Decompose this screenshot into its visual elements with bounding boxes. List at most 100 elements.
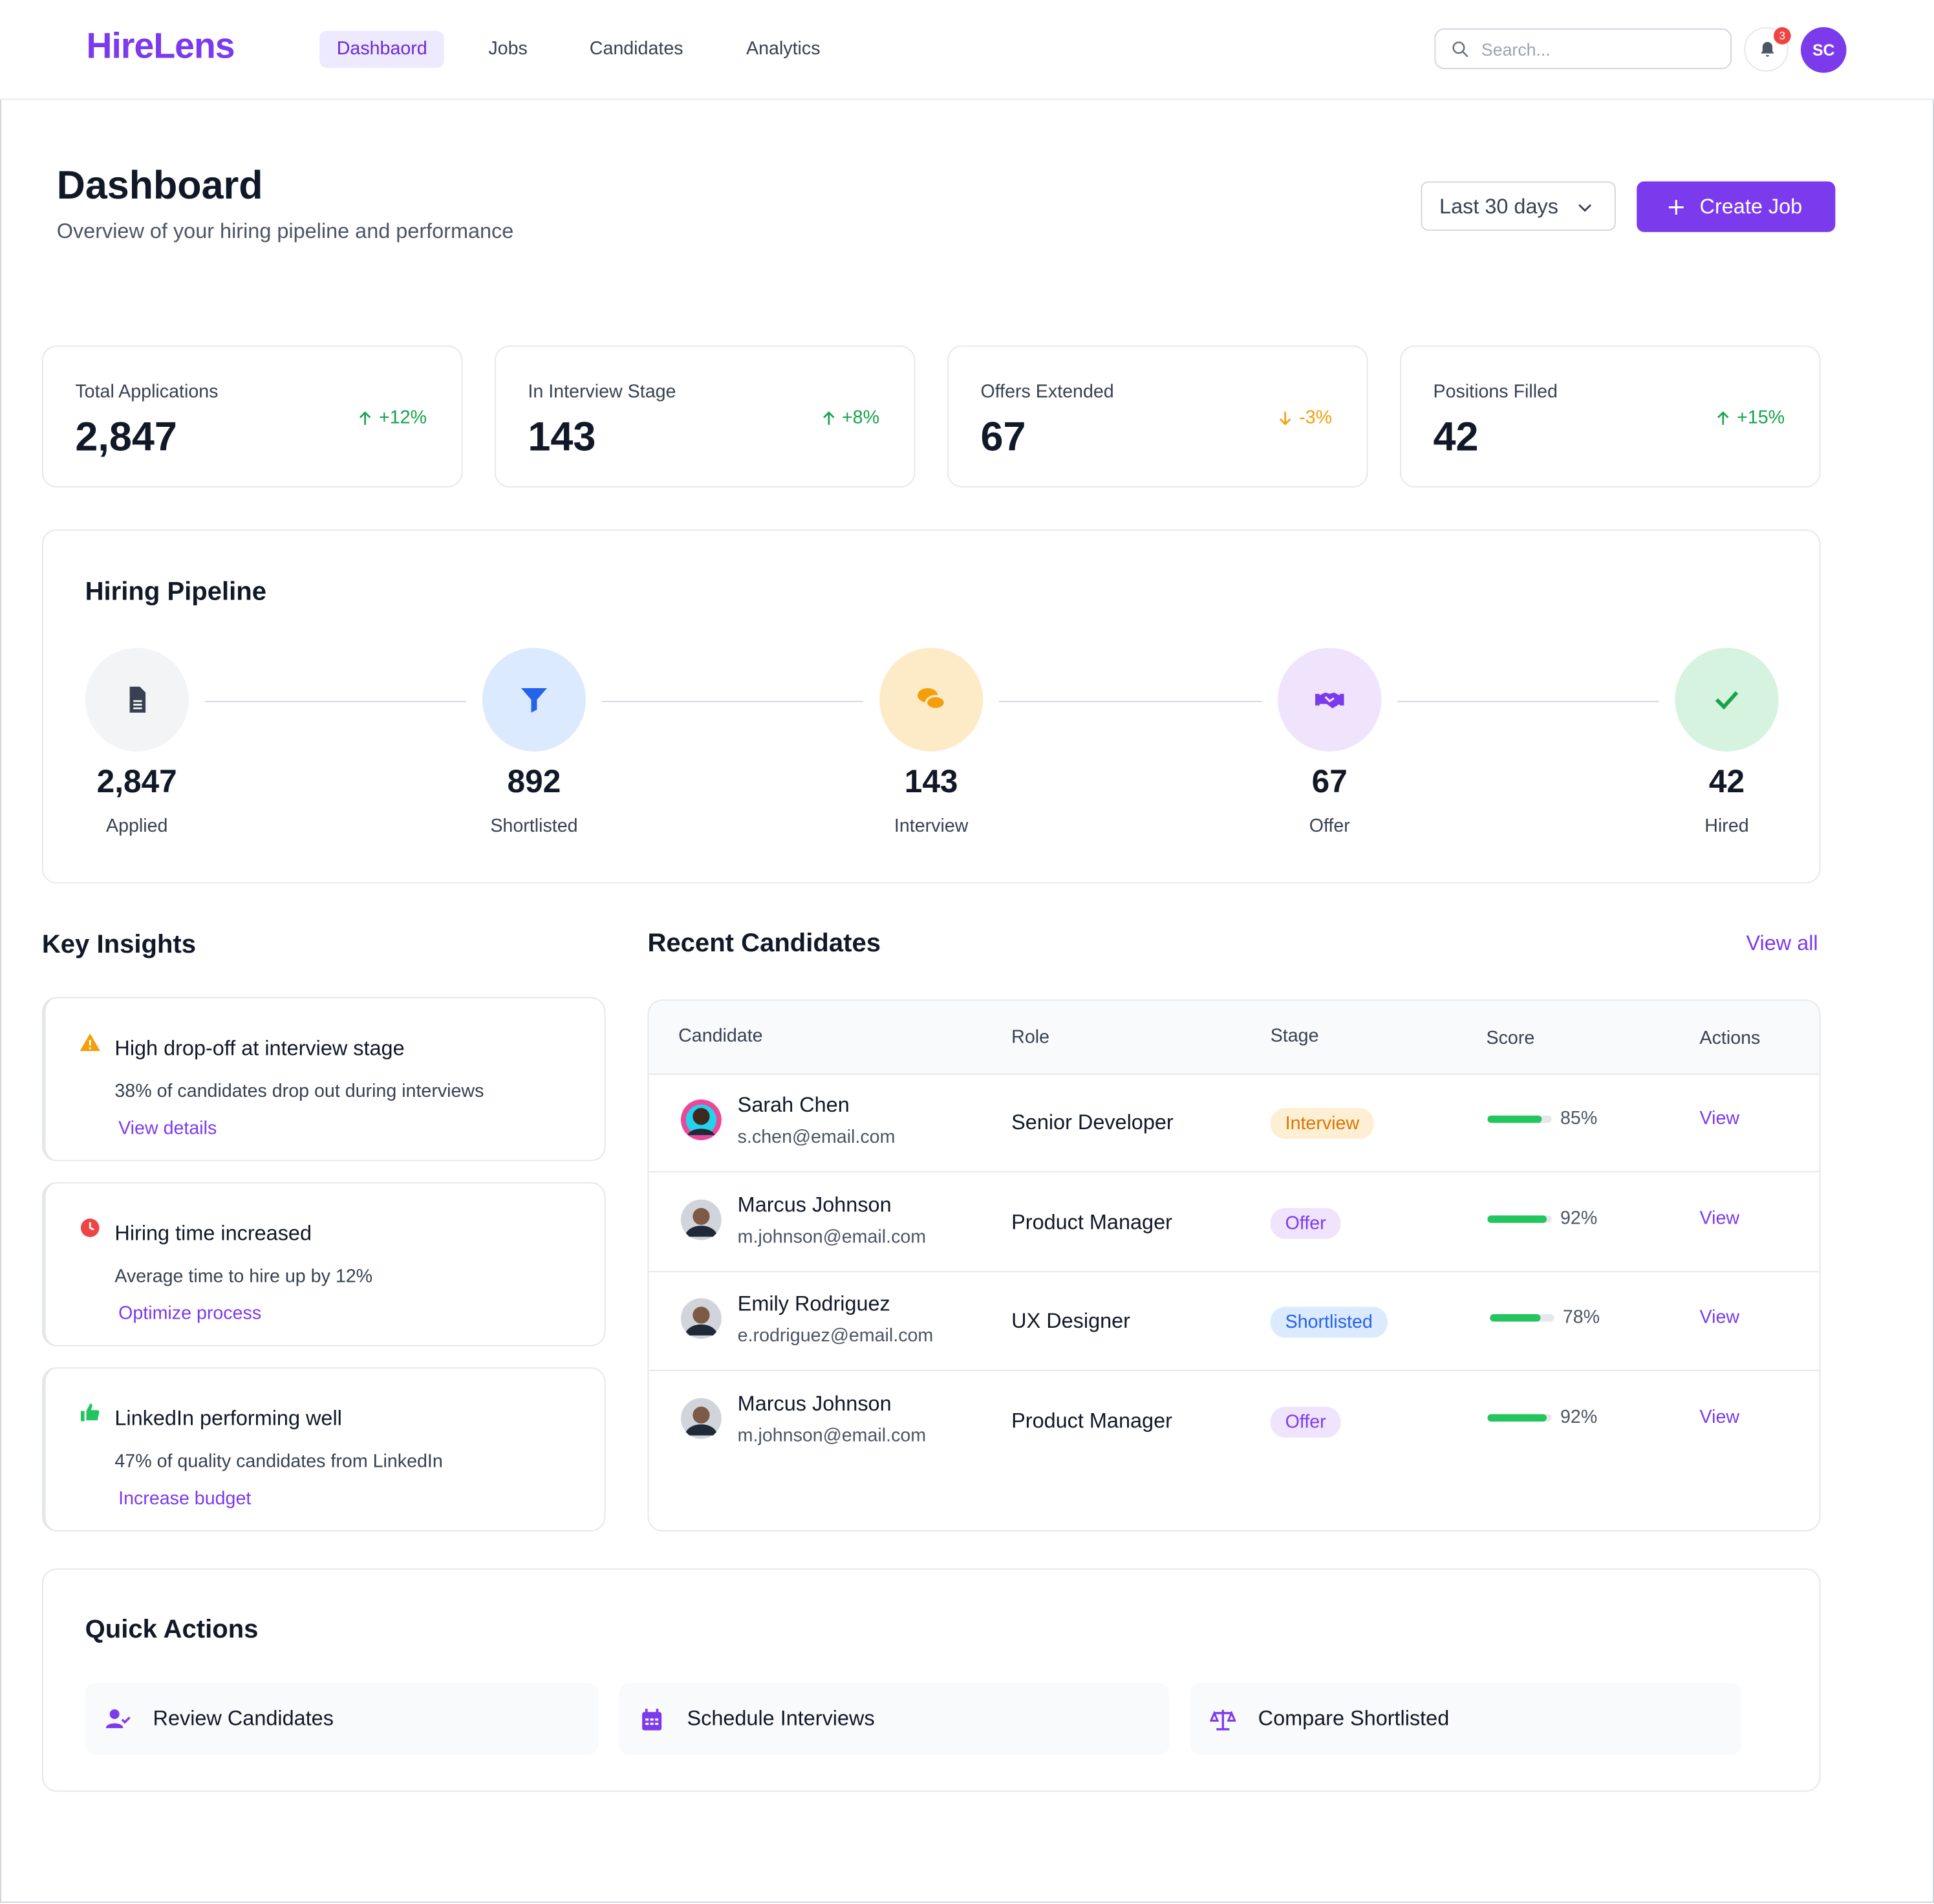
stat-value: 67 xyxy=(980,413,1026,459)
view-link[interactable]: View xyxy=(1699,1108,1740,1129)
column-header: Stage xyxy=(1270,1025,1319,1046)
stage-label: Interview xyxy=(894,816,969,837)
candidate-role: Product Manager xyxy=(1011,1209,1172,1234)
page-border xyxy=(0,98,1934,1903)
notification-button[interactable]: 3 xyxy=(1744,27,1791,72)
view-all-link[interactable]: View all xyxy=(1746,931,1818,955)
stage-value: 892 xyxy=(507,763,561,800)
stage-glyph xyxy=(120,682,154,717)
chevron-icon xyxy=(1575,197,1595,217)
date-range-select[interactable]: Last 30 days xyxy=(1421,181,1616,231)
bell-icon xyxy=(1757,39,1778,60)
candidate-name: Emily Rodriguez xyxy=(737,1292,890,1315)
stat-card: Total Applications 2,847 +12% xyxy=(41,345,463,488)
score-track xyxy=(1490,1314,1554,1322)
stat-label: Total Applications xyxy=(75,381,219,403)
stat-change: +8% xyxy=(820,407,879,428)
quick-action-label: Compare Shortlisted xyxy=(1258,1706,1450,1731)
score-bar xyxy=(1487,1413,1547,1422)
stat-change: -3% xyxy=(1277,407,1332,428)
nav-link[interactable]: Dashbaord xyxy=(319,30,445,68)
score-label: 92% xyxy=(1560,1406,1598,1427)
stat-change-text: -3% xyxy=(1299,407,1333,429)
column-header: Score xyxy=(1486,1028,1535,1049)
search-icon xyxy=(1450,39,1470,60)
stage-icon xyxy=(1278,647,1382,752)
quick-actions-title: Quick Actions xyxy=(85,1615,259,1644)
trend-icon xyxy=(1277,409,1295,427)
stage-badge: Offer xyxy=(1270,1207,1341,1239)
candidates-title: Recent Candidates xyxy=(647,929,881,958)
search-box[interactable]: Search... xyxy=(1434,28,1732,69)
stat-value: 2,847 xyxy=(75,413,177,459)
stat-change-text: +8% xyxy=(841,407,880,429)
pipeline-connector xyxy=(601,700,864,702)
pipeline-connector xyxy=(204,700,467,702)
score-bar xyxy=(1487,1215,1547,1222)
quick-action-label: Review Candidates xyxy=(153,1706,334,1731)
pipeline-title: Hiring Pipeline xyxy=(85,577,267,606)
stat-value: 143 xyxy=(528,413,596,459)
insight-text: Average time to hire up by 12% xyxy=(114,1266,373,1288)
quick-action-button[interactable]: Compare Shortlisted xyxy=(1190,1683,1742,1755)
insight-card: LinkedIn performing well 47% of quality c… xyxy=(41,1367,606,1531)
trend-icon xyxy=(357,409,374,427)
stage-glyph xyxy=(517,682,551,717)
insight-link[interactable]: Increase budget xyxy=(118,1488,252,1509)
page-subtitle: Overview of your hiring pipeline and per… xyxy=(56,219,514,243)
insight-title: LinkedIn performing well xyxy=(114,1407,342,1431)
quick-action-button[interactable]: Schedule Interviews xyxy=(619,1683,1170,1755)
quick-action-button[interactable]: Review Candidates xyxy=(85,1683,599,1755)
insight-link[interactable]: View details xyxy=(118,1118,217,1140)
candidate-avatar xyxy=(680,1198,722,1240)
stage-glyph xyxy=(1313,682,1347,717)
stage-value: 67 xyxy=(1311,763,1348,800)
view-link[interactable]: View xyxy=(1699,1406,1740,1427)
quick-action-icon xyxy=(1209,1706,1236,1732)
candidate-email: m.johnson@email.com xyxy=(737,1424,927,1446)
candidate-role: UX Designer xyxy=(1011,1309,1130,1333)
insight-icon xyxy=(79,1401,101,1423)
nav-link[interactable]: Candidates xyxy=(589,38,683,60)
candidate-avatar xyxy=(680,1099,722,1140)
insight-title: Hiring time increased xyxy=(114,1221,312,1246)
candidate-email: s.chen@email.com xyxy=(737,1127,896,1148)
insight-card: Hiring time increased Average time to hir… xyxy=(41,1182,606,1347)
candidate-name: Sarah Chen xyxy=(737,1093,850,1117)
stat-label: In Interview Stage xyxy=(528,381,676,403)
row-divider xyxy=(649,1369,1820,1371)
nav-link[interactable]: Analytics xyxy=(746,38,821,60)
candidate-name: Marcus Johnson xyxy=(737,1193,892,1217)
row-divider xyxy=(649,1270,1820,1272)
candidate-avatar xyxy=(680,1298,722,1339)
insight-text: 38% of candidates drop out during interv… xyxy=(114,1081,484,1102)
insight-icon xyxy=(79,1032,101,1054)
nav-link[interactable]: Jobs xyxy=(488,38,528,60)
insight-link[interactable]: Optimize process xyxy=(118,1303,262,1325)
create-job-label: Create Job xyxy=(1699,195,1803,219)
insights-title: Key Insights xyxy=(41,930,197,959)
create-job-button[interactable]: Create Job xyxy=(1637,181,1836,232)
search-placeholder: Search... xyxy=(1481,39,1551,60)
stage-icon xyxy=(879,647,983,752)
view-link[interactable]: View xyxy=(1699,1306,1740,1328)
score-label: 78% xyxy=(1562,1306,1600,1328)
stat-label: Offers Extended xyxy=(980,381,1114,403)
trend-icon xyxy=(820,409,837,427)
candidates-table: Candidate Role Stage Score Actions Sarah Chen… xyxy=(647,999,1821,1531)
insight-icon xyxy=(79,1217,101,1239)
stat-card: Positions Filled 42 +15% xyxy=(1400,345,1821,488)
brand: HireLens xyxy=(86,27,235,67)
candidate-email: m.johnson@email.com xyxy=(737,1226,927,1248)
view-link[interactable]: View xyxy=(1699,1207,1740,1229)
notification-count: 3 xyxy=(1773,27,1791,45)
stat-label: Positions Filled xyxy=(1433,381,1558,403)
score-track xyxy=(1487,1215,1552,1222)
stage-value: 42 xyxy=(1708,763,1745,800)
stage-label: Offer xyxy=(1309,816,1350,837)
insight-title: High drop-off at interview stage xyxy=(114,1036,405,1060)
user-avatar[interactable]: SC xyxy=(1800,27,1847,73)
stat-change: +15% xyxy=(1715,407,1785,428)
